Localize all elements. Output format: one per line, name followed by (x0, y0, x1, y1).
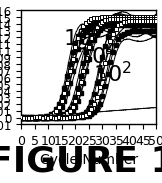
Text: FIGURE 1: FIGURE 1 (0, 144, 162, 178)
Text: $\mathit{10^4}$: $\mathit{10^4}$ (77, 44, 116, 69)
X-axis label: Cycle Number: Cycle Number (40, 153, 137, 167)
Text: $\mathit{10^2}$: $\mathit{10^2}$ (92, 62, 131, 87)
Text: $\mathit{10^6}$: $\mathit{10^6}$ (63, 26, 102, 51)
